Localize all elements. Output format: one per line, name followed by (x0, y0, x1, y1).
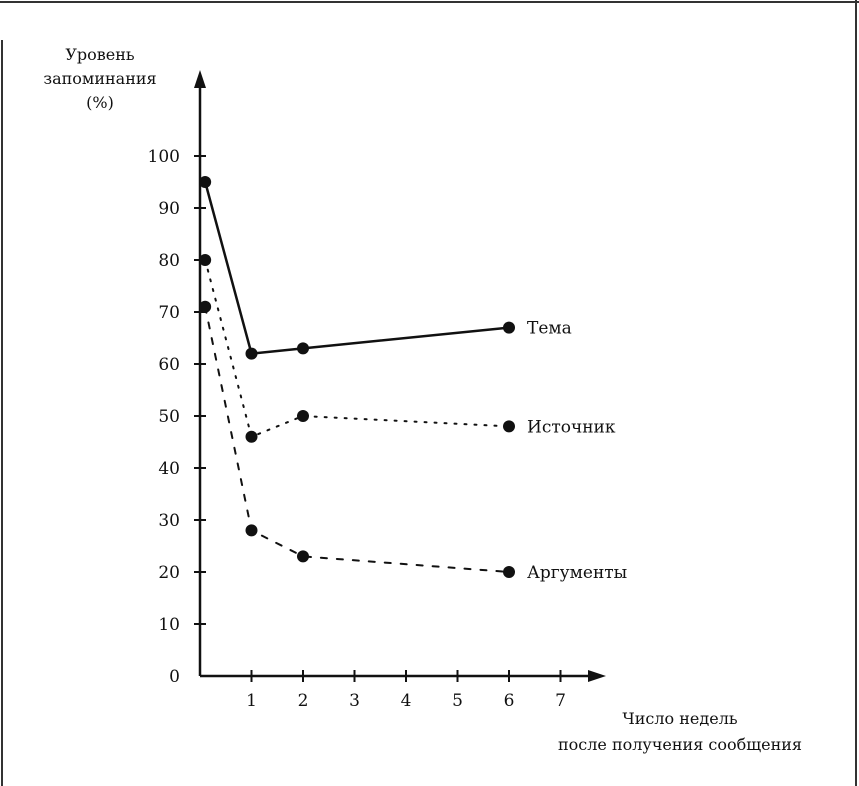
y-tick-label-30: 30 (158, 511, 180, 531)
x-tick-label-3: 3 (349, 691, 360, 711)
x-tick-label-5: 5 (452, 691, 463, 711)
series-line-1 (203, 180, 511, 355)
y-axis-title-line3: (%) (86, 93, 114, 112)
series-2-point-1 (199, 254, 212, 266)
y-axis-title-line1: Уровень (65, 45, 135, 64)
y-tick-label-20: 20 (158, 563, 180, 583)
y-tick-label-60: 60 (158, 355, 180, 375)
x-tick-label-6: 6 (504, 691, 515, 711)
x-tick-label-1: 1 (246, 691, 257, 711)
series-line-2 (204, 259, 510, 439)
x-axis-title-line2: после получения сообщения (558, 735, 802, 754)
x-tick-label-7: 7 (555, 691, 566, 711)
series-1-point-1 (199, 176, 212, 188)
y-tick-label-10: 10 (158, 615, 180, 635)
series-points (199, 176, 515, 578)
series-3-point-2 (245, 524, 258, 537)
series-2-point-4 (503, 420, 515, 433)
y-tick-label-50: 50 (158, 407, 180, 427)
y-tick-label-90: 90 (158, 199, 180, 219)
series-line-3 (204, 305, 510, 573)
series-1-point-3 (297, 342, 309, 355)
series-2-point-2 (245, 430, 258, 443)
y-tick-label-0: 0 (169, 667, 180, 687)
x-tick-label-4: 4 (401, 691, 412, 711)
series-lines (203, 180, 511, 573)
series-3-point-3 (297, 550, 309, 563)
y-axis-title-line2: запоминания (43, 69, 156, 88)
x-tick-label-2: 2 (298, 691, 309, 711)
y-axis-arrowhead (194, 70, 206, 88)
series-label-1: Тема (527, 319, 572, 339)
series-label-2: Источник (527, 417, 616, 437)
y-tick-label-70: 70 (158, 303, 180, 323)
x-axis-title-line1: Число недель (622, 709, 737, 728)
series-label-3: Аргументы (527, 563, 627, 583)
series-labels: Тема Источник Аргументы (527, 319, 627, 583)
y-tick-label-100: 100 (148, 147, 180, 167)
series-1-point-4 (503, 321, 515, 334)
y-tick-label-40: 40 (158, 459, 180, 479)
series-2-point-3 (297, 410, 309, 422)
series-3-point-1 (199, 300, 212, 313)
x-axis-arrowhead (588, 670, 606, 682)
axis-ticks: 0 10 20 30 40 50 60 70 80 90 100 1 2 3 4 5 6 7 (148, 147, 566, 711)
series-3-point-4 (503, 566, 515, 578)
series-1-point-2 (245, 347, 258, 360)
y-tick-label-80: 80 (158, 251, 180, 271)
